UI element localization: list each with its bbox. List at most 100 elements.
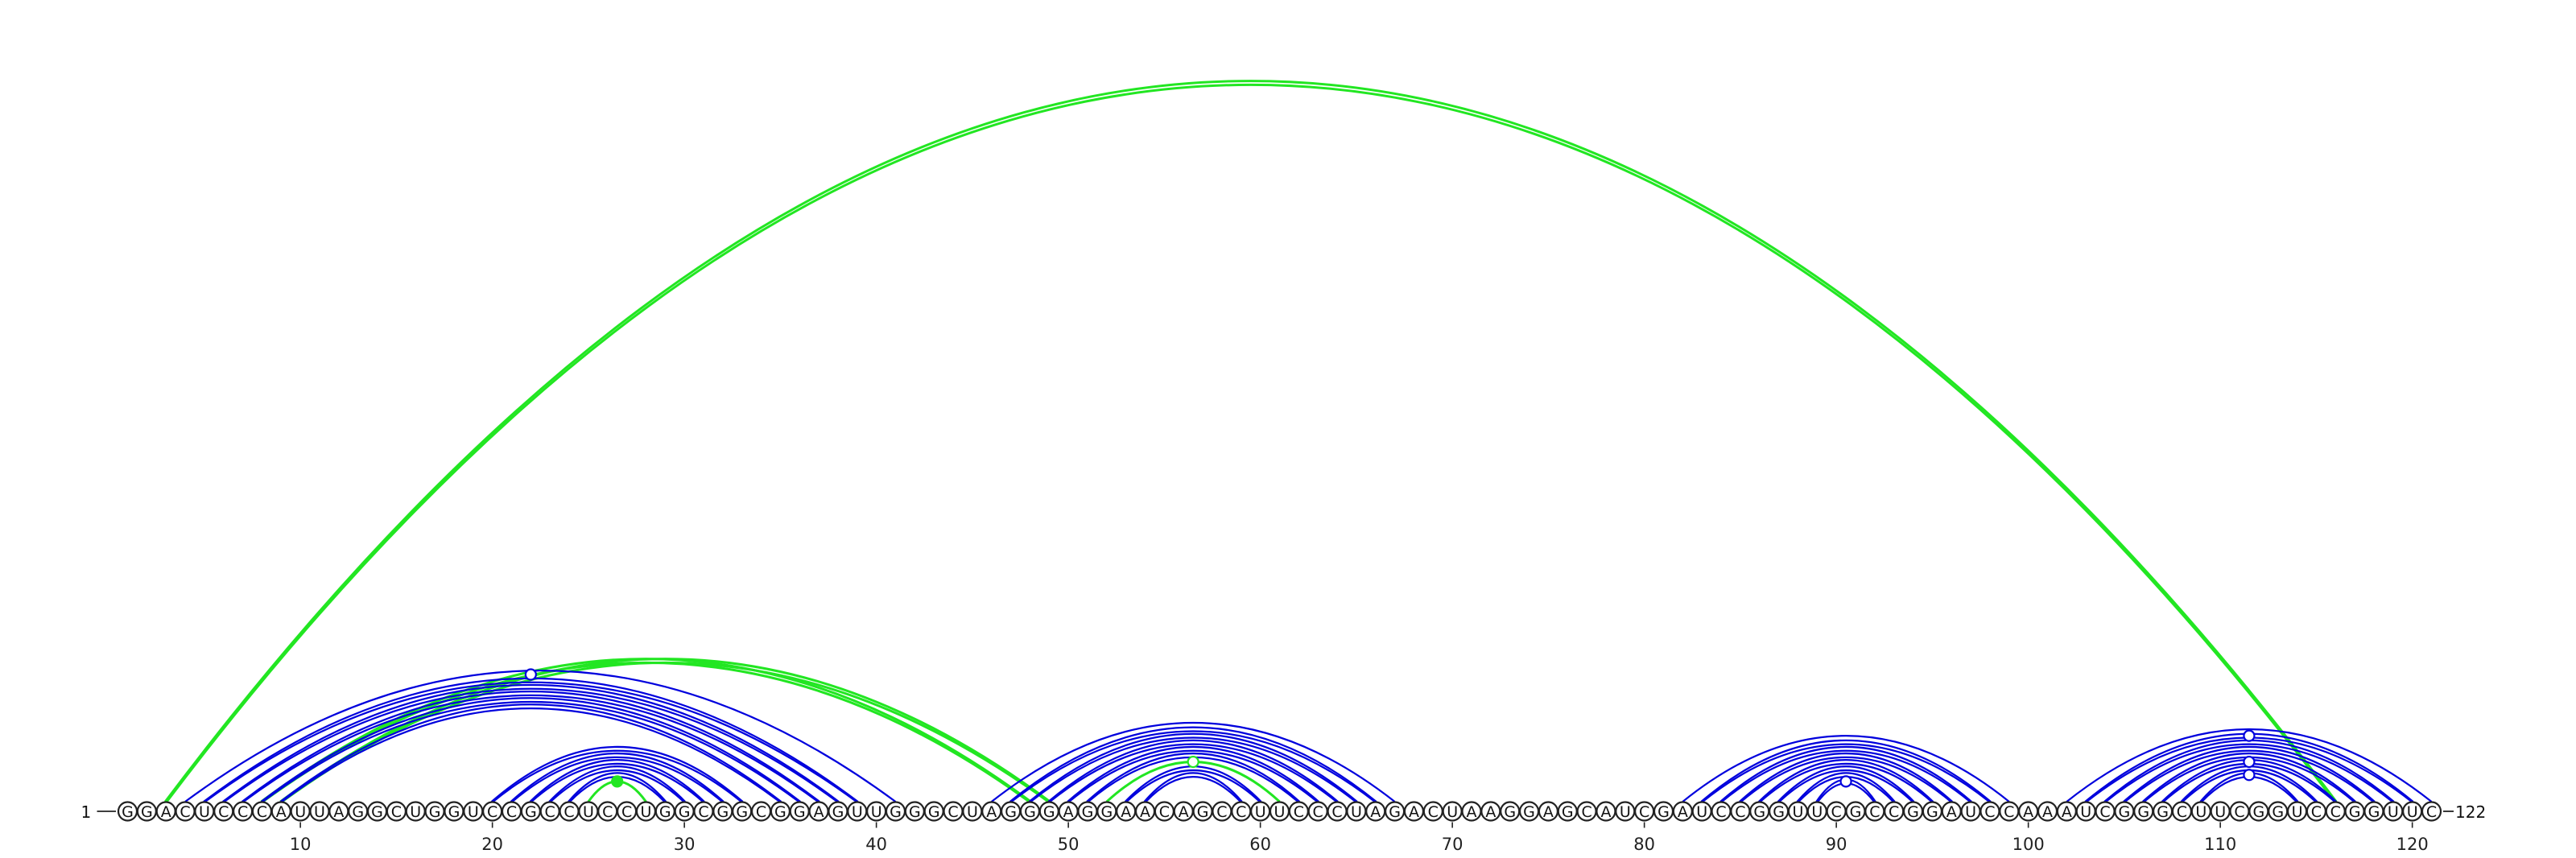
nucleotide-letter: U bbox=[2195, 803, 2207, 821]
nucleotide-93: C bbox=[1884, 801, 1905, 822]
arc-3-116-green-strand-1 bbox=[164, 80, 2338, 802]
nucleotide-90: C bbox=[1826, 801, 1847, 822]
nucleotide-letter: G bbox=[429, 803, 441, 821]
arc-20-33-blue-strand-1 bbox=[490, 745, 744, 802]
nucleotide-letter: C bbox=[2177, 803, 2187, 821]
nucleotide-104: C bbox=[2095, 801, 2116, 822]
arc-47-66-blue-strand-1 bbox=[1009, 726, 1377, 802]
nucleotide-letter: C bbox=[1313, 803, 1323, 821]
nucleotide-28: U bbox=[635, 801, 657, 822]
arc-84-97-blue-strand-2 bbox=[1721, 749, 1971, 802]
nucleotide-39: U bbox=[847, 801, 868, 822]
arc-50-63-blue-strand-1 bbox=[1067, 745, 1319, 802]
arc-9-35-blue-strand-1 bbox=[279, 703, 782, 802]
nucleotide-letter: G bbox=[2368, 803, 2380, 821]
nucleotide-103: U bbox=[2075, 801, 2096, 822]
nucleotide-24: C bbox=[559, 801, 580, 822]
tick-label-30: 30 bbox=[674, 835, 696, 854]
nucleotide-letter: U bbox=[1811, 803, 1823, 821]
arc-46-67-blue bbox=[991, 722, 1396, 802]
nucleotide-letter: G bbox=[1562, 803, 1574, 821]
nucleotide-letter: G bbox=[1082, 803, 1094, 821]
nucleotide-73: G bbox=[1500, 801, 1521, 822]
arc-24-29-blue-strand-1 bbox=[568, 772, 667, 802]
nucleotide-letter: G bbox=[1753, 803, 1765, 821]
nucleotide-41: G bbox=[885, 801, 906, 822]
nucleotide-letter: U bbox=[871, 803, 882, 821]
nucleotide-33: G bbox=[732, 801, 753, 822]
arc-51-62-blue-strand-1 bbox=[1086, 753, 1301, 802]
start-position-label: 1 bbox=[81, 802, 92, 822]
nucleotide-42: G bbox=[904, 801, 925, 822]
nucleotide-letter: C bbox=[564, 803, 574, 821]
nucleotide-3: A bbox=[155, 801, 176, 822]
nucleotide-letter: U bbox=[410, 803, 421, 821]
nucleotide-letter: G bbox=[352, 803, 364, 821]
arc-102-121-blue bbox=[2066, 728, 2433, 802]
nucleotide-72: A bbox=[1480, 801, 1501, 822]
nucleotide-30: G bbox=[674, 801, 695, 822]
arc-106-117-blue-strand-1 bbox=[2142, 753, 2356, 802]
nucleotide-75: A bbox=[1538, 801, 1559, 822]
nucleotide-letter: G bbox=[1504, 803, 1516, 821]
nucleotide-letter: C bbox=[180, 803, 190, 821]
nucleotide-21: C bbox=[501, 801, 522, 822]
nucleotide-letter: C bbox=[257, 803, 267, 821]
nucleotide-66: A bbox=[1365, 801, 1386, 822]
nucleotide-76: G bbox=[1557, 801, 1578, 822]
nucleotide-circle bbox=[2421, 801, 2442, 822]
nucleotide-letter: A bbox=[814, 803, 824, 821]
nucleotide-letter: U bbox=[2388, 803, 2399, 821]
arc-87-94-blue-strand-1 bbox=[1777, 765, 1915, 802]
tick-label-50: 50 bbox=[1058, 835, 1080, 854]
nucleotide-35: G bbox=[770, 801, 791, 822]
nucleotide-117: G bbox=[2344, 801, 2365, 822]
arc-20-33-blue-strand-2 bbox=[492, 749, 742, 802]
nucleotide-118: G bbox=[2363, 801, 2384, 822]
nucleotide-106: G bbox=[2133, 801, 2154, 822]
nucleotide-1: G bbox=[117, 801, 138, 822]
nucleotide-letter: C bbox=[1428, 803, 1439, 821]
arc-53-60-blue-strand-1 bbox=[1124, 765, 1262, 802]
nucleotide-71: A bbox=[1461, 801, 1482, 822]
tick-label-20: 20 bbox=[481, 835, 503, 854]
nucleotide-101: A bbox=[2037, 801, 2058, 822]
nucleotide-letter: G bbox=[774, 803, 786, 821]
nucleotide-111: C bbox=[2229, 801, 2250, 822]
arc-85-96-blue-strand-2 bbox=[1740, 756, 1952, 802]
nucleotide-letter: U bbox=[314, 803, 325, 821]
tick-label-70: 70 bbox=[1442, 835, 1463, 854]
nucleotide-letter: C bbox=[2330, 803, 2341, 821]
nucleotide-letter: U bbox=[852, 803, 863, 821]
nucleotide-85: C bbox=[1730, 801, 1751, 822]
nucleotide-letter: C bbox=[1236, 803, 1246, 821]
nucleotide-letter: C bbox=[391, 803, 402, 821]
nucleotide-5: U bbox=[194, 801, 215, 822]
nucleotide-84: C bbox=[1711, 801, 1732, 822]
nucleotide-letter: G bbox=[909, 803, 921, 821]
nucleotide-letter: A bbox=[1946, 803, 1957, 821]
arc-markers bbox=[524, 668, 2256, 788]
nucleotide-116: C bbox=[2325, 801, 2346, 822]
nucleotide-34: C bbox=[750, 801, 772, 822]
nucleotide-38: G bbox=[828, 801, 848, 822]
arc-6-38-blue-strand-2 bbox=[224, 687, 838, 802]
nucleotide-97: U bbox=[1960, 801, 1981, 822]
nucleotide-letter: A bbox=[1678, 803, 1688, 821]
nucleotide-52: G bbox=[1096, 801, 1117, 822]
nucleotide-22: G bbox=[520, 801, 541, 822]
arc-54-59-blue-strand-1 bbox=[1143, 772, 1243, 802]
nucleotide-94: G bbox=[1902, 801, 1924, 822]
nucleotide-letter: G bbox=[1100, 803, 1113, 821]
nucleotide-letter: C bbox=[756, 803, 766, 821]
nucleotide-letter: U bbox=[1792, 803, 1803, 821]
nucleotide-letter: C bbox=[621, 803, 632, 821]
arc-83-98-blue-strand-2 bbox=[1702, 743, 1990, 802]
nucleotide-letter: U bbox=[468, 803, 479, 821]
nucleotide-letter: G bbox=[794, 803, 806, 821]
nucleotide-letter: G bbox=[1907, 803, 1919, 821]
nucleotide-letter: G bbox=[659, 803, 671, 821]
nucleotide-letter: G bbox=[1773, 803, 1785, 821]
nucleotide-100: A bbox=[2018, 801, 2039, 822]
nucleotide-6: C bbox=[213, 801, 234, 822]
